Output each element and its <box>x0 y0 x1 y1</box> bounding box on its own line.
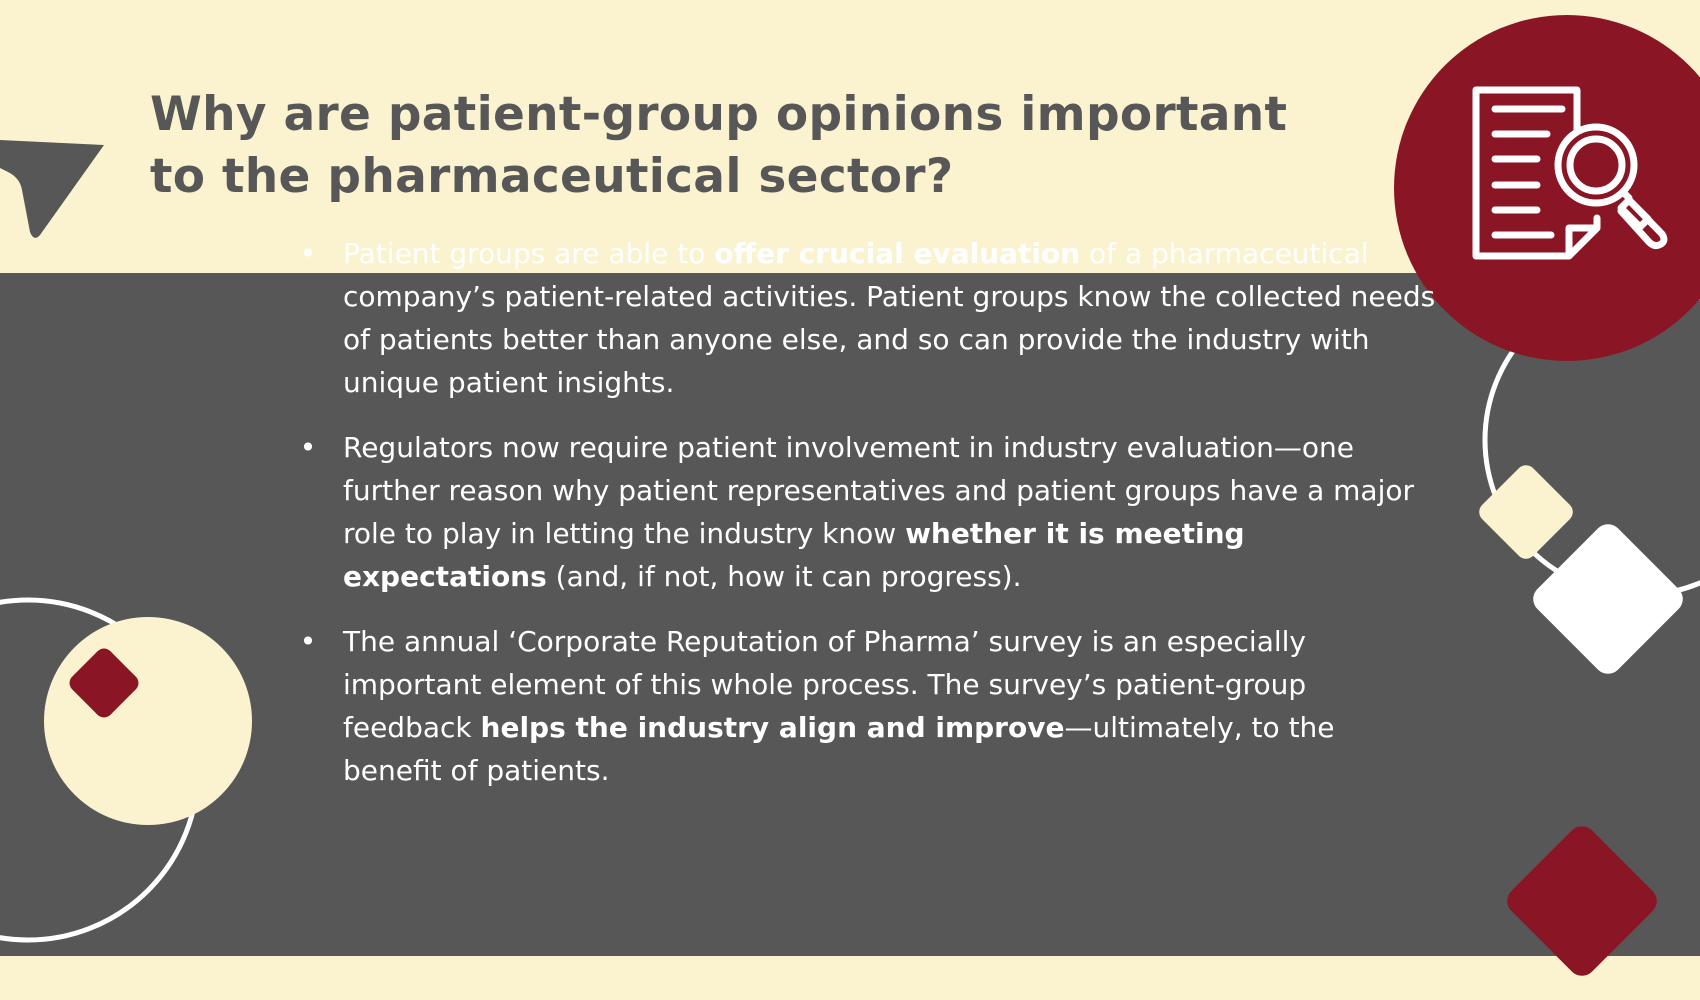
bullet-text: Regulators now require patient involveme… <box>343 431 1414 593</box>
bullet-marker: • <box>299 237 317 270</box>
text-run: —ultimately, to the benefit of patients. <box>343 711 1335 787</box>
left-cream-circle <box>44 617 252 825</box>
document-search-icon <box>1472 86 1668 260</box>
text-run: Regulators now require patient involveme… <box>343 431 1414 550</box>
emphasis-text: offer crucial evaluation <box>714 237 1081 270</box>
page-title: Why are patient-group opinions important… <box>150 84 1330 208</box>
bullet-marker: • <box>299 625 317 658</box>
arrowhead-shape <box>0 140 104 238</box>
dark-background-band <box>0 273 1700 956</box>
bottom-right-maroon-diamond <box>1507 826 1657 976</box>
bullet-marker: • <box>299 431 317 464</box>
list-item: • Patient groups are able to offer cruci… <box>298 232 1438 404</box>
list-item: • The annual ‘Corporate Reputation of Ph… <box>298 620 1438 792</box>
text-run: (and, if not, how it can progress). <box>546 560 1022 593</box>
left-maroon-diamond <box>69 648 139 718</box>
bullet-text: The annual ‘Corporate Reputation of Phar… <box>343 625 1335 787</box>
bullet-text: Patient groups are able to offer crucial… <box>343 237 1435 399</box>
text-run: Patient groups are able to <box>343 237 715 270</box>
badge-circle <box>1394 15 1700 361</box>
emphasis-text: helps the industry align and improve <box>480 711 1065 744</box>
right-cream-diamond <box>1479 465 1573 559</box>
right-white-diamond <box>1533 524 1683 674</box>
text-run: of a pharmaceutical company’s patient-re… <box>343 237 1436 399</box>
text-run: The annual ‘Corporate Reputation of Phar… <box>343 625 1307 744</box>
bullet-list: • Patient groups are able to offer cruci… <box>298 232 1438 814</box>
emphasis-text: whether it is meeting expectations <box>343 517 1245 593</box>
list-item: • Regulators now require patient involve… <box>298 426 1438 598</box>
title-line-1: Why are patient-group opinions important <box>150 87 1288 142</box>
title-line-2: to the pharmaceutical sector? <box>150 149 954 204</box>
